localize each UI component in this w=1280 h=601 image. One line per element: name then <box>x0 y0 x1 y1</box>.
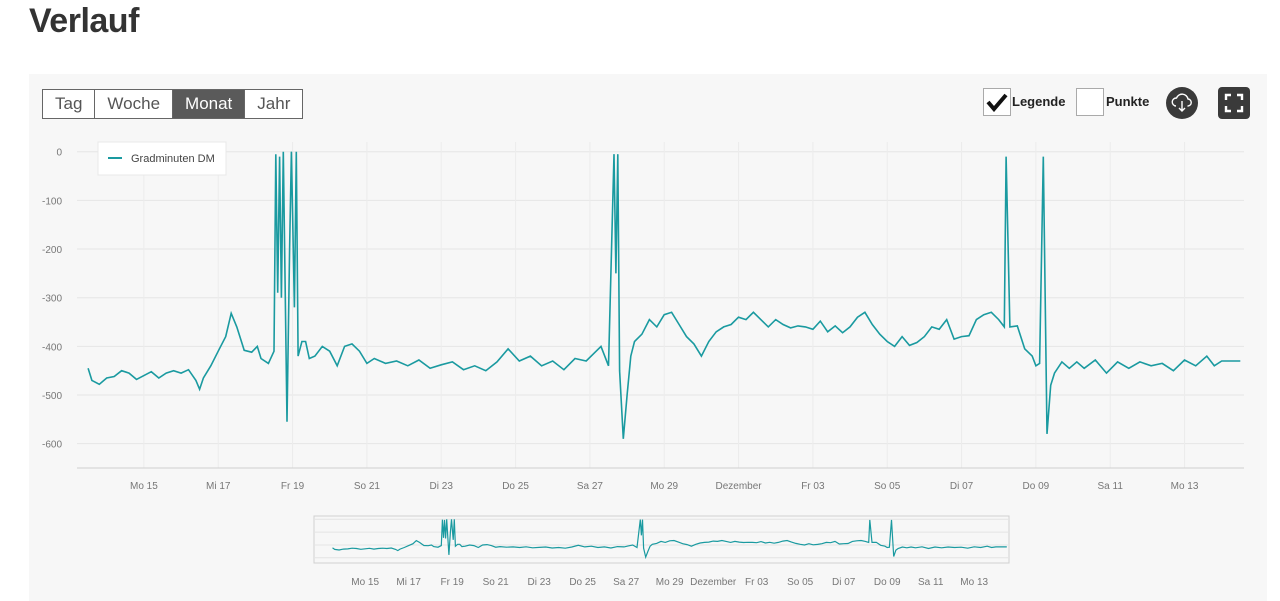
navigator-tick-label: Fr 19 <box>440 577 464 588</box>
points-checkbox[interactable] <box>1076 88 1104 116</box>
y-tick-label: 0 <box>56 148 62 159</box>
chart-canvas: Mo 15 Mi 17 Fr 19 So 21 Di 23 Do 25 Sa 27 Mo 29… <box>42 141 1244 588</box>
range-selector: Tag Woche Monat Jahr <box>42 89 304 119</box>
y-tick-label: -500 <box>42 391 62 402</box>
x-tick-label: So 21 <box>354 481 381 492</box>
x-tick-label: Fr 19 <box>281 481 305 492</box>
chart-panel: Tag Woche Monat Jahr Legende Punkte Mo 1… <box>29 74 1267 601</box>
x-tick-label: Sa 11 <box>1098 481 1124 492</box>
x-tick-label: Mo 29 <box>650 481 678 492</box>
points-label: Punkte <box>1106 94 1150 109</box>
navigator-tick-label: Dezember <box>690 577 737 588</box>
navigator[interactable]: Mo 15 Mi 17 Fr 19 So 21 Di 23 Do 25 Sa 27 Mo 29… <box>313 515 1010 588</box>
navigator-tick-label: Di 23 <box>527 577 551 588</box>
navigator-tick-label: Sa 27 <box>613 577 640 588</box>
y-tick-label: -600 <box>42 440 62 451</box>
y-tick-label: -100 <box>42 196 62 207</box>
x-tick-label: Sa 27 <box>577 481 604 492</box>
navigator-tick-label: Di 07 <box>832 577 856 588</box>
x-tick-label: Mo 13 <box>1171 481 1199 492</box>
y-tick-label: -400 <box>42 342 62 353</box>
legend-label: Legende <box>1012 94 1066 109</box>
range-button-tag[interactable]: Tag <box>43 90 96 118</box>
x-tick-label: Di 07 <box>950 481 974 492</box>
cloud-download-icon[interactable] <box>1166 87 1198 119</box>
navigator-tick-label: Do 09 <box>874 577 901 588</box>
navigator-tick-label: Mo 29 <box>656 577 684 588</box>
navigator-tick-label: Mo 13 <box>960 577 988 588</box>
range-button-woche[interactable]: Woche <box>95 90 174 118</box>
navigator-tick-label: Mi 17 <box>396 577 421 588</box>
y-tick-label: -200 <box>42 245 62 256</box>
x-tick-label: Do 25 <box>502 481 529 492</box>
series-line-main <box>87 151 1241 439</box>
legend: Gradminuten DM <box>97 141 227 176</box>
x-tick-label: Do 09 <box>1023 481 1050 492</box>
navigator-tick-label: Sa 11 <box>918 577 944 588</box>
y-tick-label: -300 <box>42 294 62 305</box>
navigator-tick-label: Mo 15 <box>351 577 379 588</box>
x-tick-label: Fr 03 <box>801 481 825 492</box>
x-tick-label: Di 23 <box>430 481 454 492</box>
checkmark-icon <box>986 93 1008 112</box>
x-tick-label: Dezember <box>715 481 762 492</box>
range-button-monat[interactable]: Monat <box>173 90 246 118</box>
fullscreen-icon[interactable] <box>1218 87 1250 119</box>
navigator-tick-label: Fr 03 <box>745 577 769 588</box>
legend-entry: Gradminuten DM <box>131 153 215 165</box>
x-tick-label: Mo 15 <box>130 481 158 492</box>
range-button-jahr[interactable]: Jahr <box>257 94 291 113</box>
legend-checkbox[interactable] <box>983 88 1011 116</box>
series-line-navigator <box>332 519 1007 560</box>
page-title: Verlauf <box>29 2 139 40</box>
x-tick-label: So 05 <box>874 481 901 492</box>
navigator-tick-label: So 21 <box>483 577 510 588</box>
x-tick-label: Mi 17 <box>206 481 231 492</box>
navigator-tick-label: Do 25 <box>569 577 596 588</box>
navigator-tick-label: So 05 <box>787 577 814 588</box>
